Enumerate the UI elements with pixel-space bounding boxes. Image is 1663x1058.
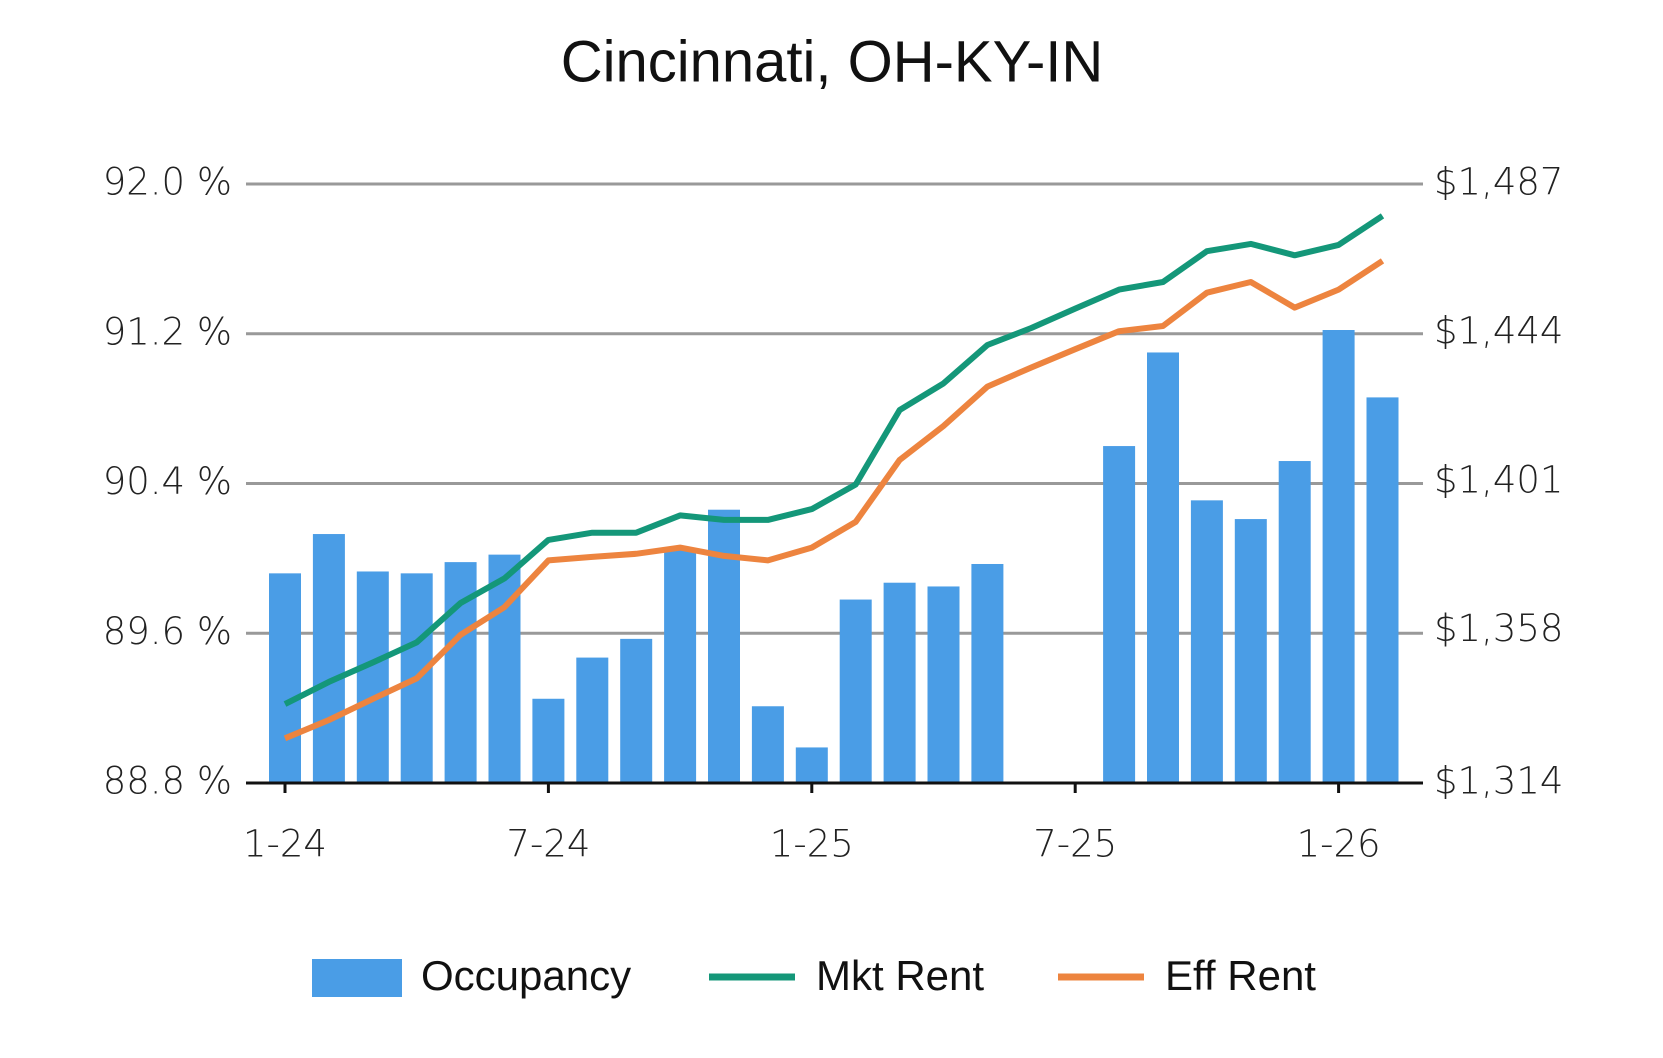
bar <box>1366 397 1399 783</box>
x-tick-label: 7-24 <box>506 823 590 866</box>
bar <box>708 509 740 783</box>
y2-tick-label: $1,358 <box>1434 607 1563 650</box>
bar <box>1278 461 1311 783</box>
bar <box>751 706 784 783</box>
x-tick-label: 7-25 <box>1033 823 1117 866</box>
bar <box>532 698 565 783</box>
x-tick-label: 1-24 <box>243 823 327 866</box>
y-tick-label: 91.2 % <box>103 310 232 353</box>
bar <box>795 747 828 783</box>
y-tick-label: 90.4 % <box>103 460 232 503</box>
bar <box>1103 446 1136 783</box>
bar <box>664 549 697 783</box>
y2-tick-label: $1,444 <box>1434 309 1563 352</box>
bar <box>488 554 521 783</box>
y-tick-label: 89.6 % <box>103 610 232 653</box>
y2-tick-label: $1,314 <box>1434 760 1563 803</box>
legend-swatch <box>312 959 402 997</box>
bar <box>1322 330 1355 783</box>
y2-tick-label: $1,401 <box>1434 458 1563 501</box>
y-tick-label: 88.8 % <box>103 760 232 803</box>
bar <box>576 657 609 783</box>
x-tick-label: 1-26 <box>1297 823 1381 866</box>
line <box>283 258 1385 742</box>
y2-tick-label: $1,487 <box>1434 161 1563 204</box>
line <box>283 213 1385 707</box>
bar <box>883 582 916 783</box>
bar <box>1147 352 1179 783</box>
y-tick-label: 92.0 % <box>103 161 232 204</box>
bar <box>312 534 345 783</box>
legend-label: Eff Rent <box>1165 952 1316 999</box>
bar <box>971 563 1004 783</box>
legend-label: Occupancy <box>421 952 631 999</box>
bar <box>839 599 872 783</box>
bar <box>927 586 960 783</box>
chart-title: Cincinnati, OH-KY-IN <box>561 29 1104 94</box>
x-tick-label: 1-25 <box>770 823 854 866</box>
bar <box>1190 500 1223 783</box>
bar <box>356 571 389 783</box>
legend-label: Mkt Rent <box>816 952 984 999</box>
bar <box>269 573 301 783</box>
bar <box>1234 519 1267 783</box>
bar <box>620 638 653 783</box>
